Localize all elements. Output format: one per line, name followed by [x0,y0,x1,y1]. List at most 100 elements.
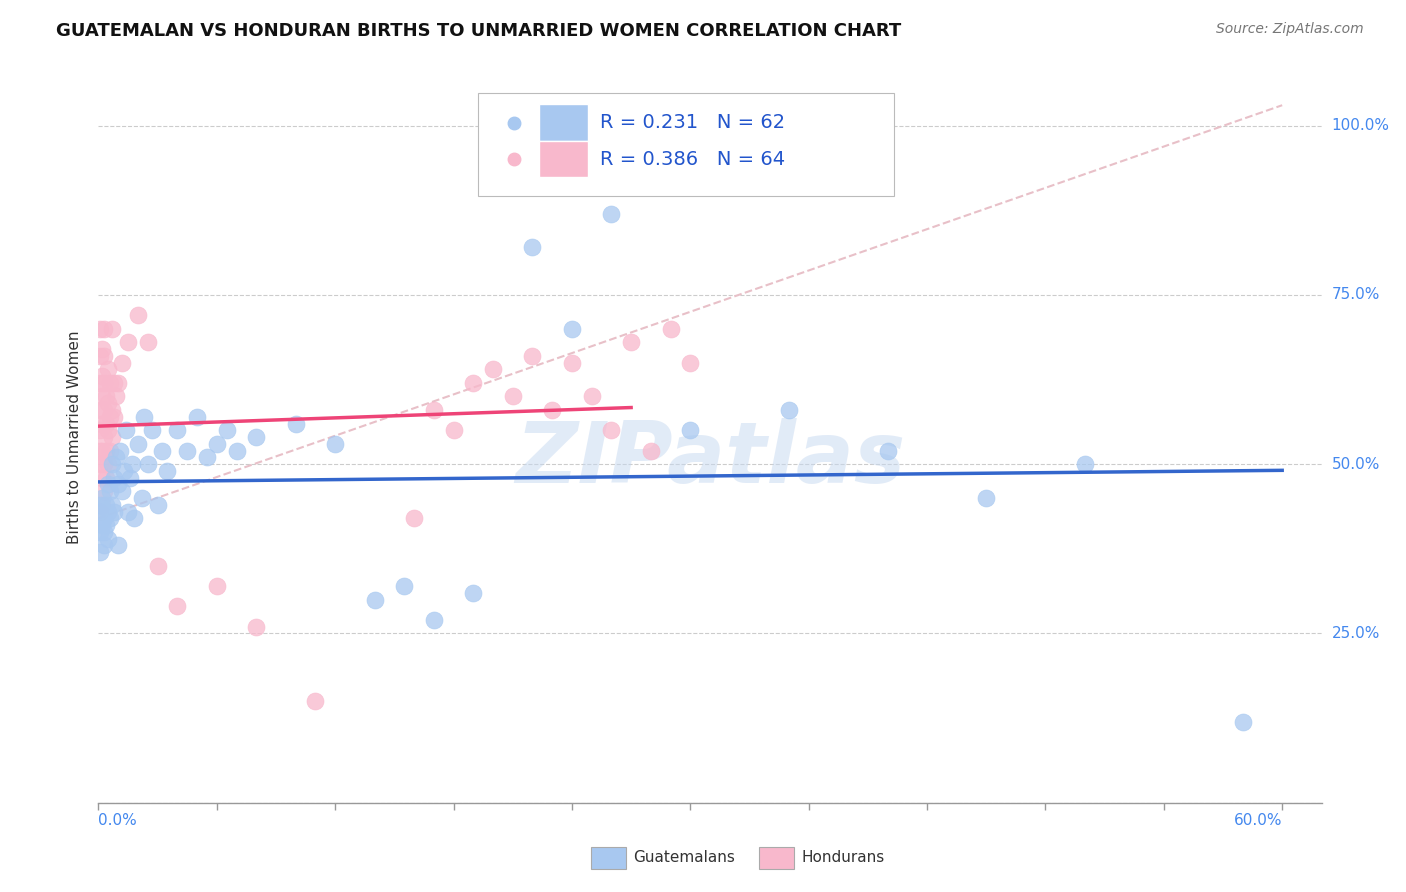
Point [974,491,997,505]
Point [561,322,583,336]
Point [97,457,120,471]
Point [93,538,115,552]
Point [98,409,121,424]
Text: Hondurans: Hondurans [801,850,884,864]
Point [96,498,118,512]
Point [463,586,485,600]
Point [98,511,121,525]
Point [93,484,115,499]
Point [176,443,198,458]
Point [115,423,138,437]
Point [363,592,385,607]
Point [107,538,129,552]
Point [146,558,169,573]
Point [103,409,125,424]
Text: GUATEMALAN VS HONDURAN BIRTHS TO UNMARRIED WOMEN CORRELATION CHART: GUATEMALAN VS HONDURAN BIRTHS TO UNMARRI… [56,22,901,40]
Point [89,498,111,512]
Point [127,437,149,451]
Point [876,443,898,458]
Point [91,389,114,403]
Point [89,423,111,437]
Point [93,511,115,525]
Point [679,355,702,369]
Point [97,505,120,519]
Point [107,376,129,390]
Point [404,511,426,525]
Point [600,423,623,437]
Point [541,403,564,417]
Point [304,694,326,708]
Point [679,423,702,437]
Point [97,362,120,376]
Text: Source: ZipAtlas.com: Source: ZipAtlas.com [1216,22,1364,37]
Point [463,376,485,390]
Point [323,437,346,451]
Point [97,396,120,410]
Point [96,471,118,485]
Text: R = 0.231   N = 62: R = 0.231 N = 62 [600,113,785,132]
Point [91,491,114,505]
Point [392,579,416,593]
Point [91,518,114,533]
Point [659,322,682,336]
Point [186,409,208,424]
Point [166,599,188,614]
Text: ZIPatlas: ZIPatlas [515,417,905,500]
Point [600,206,623,220]
Point [118,471,141,485]
Point [131,491,153,505]
Text: 75.0%: 75.0% [1331,287,1379,302]
Point [423,613,446,627]
Point [101,430,124,444]
Point [101,403,124,417]
Text: 100.0%: 100.0% [1331,118,1389,133]
Point [108,443,131,458]
Point [1074,457,1097,471]
Point [778,403,800,417]
Point [215,423,238,437]
Point [522,240,544,254]
Point [111,355,134,369]
Point [105,450,128,465]
Text: 60.0%: 60.0% [1233,813,1282,828]
Point [89,349,111,363]
Point [96,417,118,431]
Point [121,457,143,471]
Point [166,423,188,437]
Point [93,376,115,390]
Point [98,376,121,390]
Point [103,376,125,390]
Point [105,389,128,403]
Point [91,342,114,356]
Point [93,349,115,363]
Point [423,403,446,417]
Point [122,511,145,525]
Point [103,505,125,519]
Point [89,376,111,390]
Point [89,457,111,471]
Point [89,443,111,458]
Point [111,484,134,499]
Point [112,464,135,478]
Point [1232,714,1254,729]
Text: R = 0.386   N = 64: R = 0.386 N = 64 [600,150,785,169]
Point [136,335,159,350]
Point [284,417,307,431]
Point [482,362,505,376]
FancyBboxPatch shape [538,104,588,141]
Point [89,403,111,417]
Point [522,349,544,363]
Point [98,484,121,499]
Point [96,518,118,533]
Point [89,524,111,539]
Point [132,409,155,424]
Text: 25.0%: 25.0% [1331,626,1379,641]
Point [101,457,124,471]
Point [97,423,120,437]
Point [89,505,111,519]
Point [91,471,114,485]
Point [101,322,124,336]
Point [195,450,218,465]
Point [93,457,115,471]
Point [98,443,121,458]
